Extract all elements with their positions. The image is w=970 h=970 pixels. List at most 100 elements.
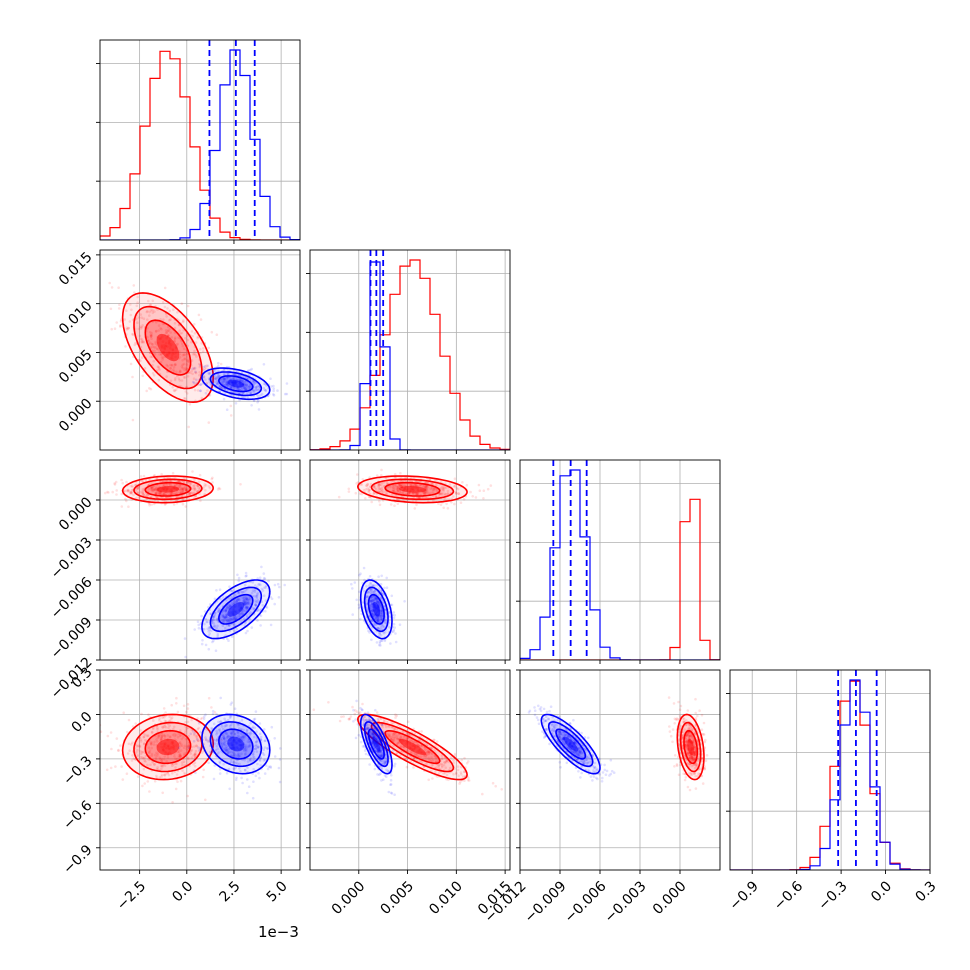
sample-point: [130, 743, 133, 746]
sample-point: [398, 490, 402, 494]
sample-point: [237, 388, 241, 391]
sample-point: [359, 740, 363, 744]
sample-point: [227, 624, 231, 627]
sample-point: [231, 729, 235, 733]
sample-point: [372, 733, 376, 736]
sample-point: [208, 628, 211, 632]
sample-point: [211, 476, 214, 480]
sample-point: [129, 313, 133, 317]
sample-point: [243, 583, 247, 587]
sample-point: [255, 740, 258, 744]
sample-point: [392, 744, 395, 748]
sample-point: [382, 625, 386, 629]
sample-point: [195, 734, 199, 738]
sample-point: [150, 333, 153, 337]
sample-point: [674, 718, 678, 721]
sample-point: [199, 318, 203, 321]
sample-point: [155, 496, 158, 499]
sample-point: [264, 388, 267, 392]
sample-point: [128, 749, 131, 752]
sample-point: [139, 490, 143, 494]
sample-point: [193, 753, 197, 756]
sample-point: [160, 327, 163, 331]
sample-point: [222, 743, 226, 746]
sample-point: [181, 366, 184, 370]
sample-point: [222, 397, 226, 401]
sample-point: [117, 307, 121, 310]
sample-point: [185, 497, 188, 501]
sample-point: [393, 472, 397, 476]
sample-point: [153, 740, 156, 744]
sample-point: [257, 399, 260, 402]
sample-point: [379, 613, 383, 617]
sample-point: [150, 334, 153, 338]
sample-point: [210, 629, 213, 633]
sample-point: [141, 750, 145, 754]
sample-point: [192, 754, 195, 757]
sample-point: [385, 492, 389, 496]
sample-point: [273, 755, 277, 758]
sample-point: [376, 619, 379, 622]
sample-point: [190, 340, 193, 344]
sample-point: [170, 716, 174, 719]
sample-point: [386, 724, 390, 728]
sample-point: [409, 750, 413, 754]
sample-point: [173, 378, 177, 382]
sample-point: [191, 730, 195, 733]
sample-point: [383, 732, 387, 735]
sample-point: [361, 601, 365, 604]
sample-point: [136, 321, 139, 325]
sample-point: [489, 484, 493, 487]
sample-point: [181, 763, 184, 767]
sample-point: [401, 484, 404, 487]
sample-point: [388, 611, 391, 614]
sample-point: [377, 593, 381, 596]
sample-point: [168, 719, 171, 722]
sample-point: [209, 612, 212, 615]
sample-point: [230, 386, 234, 389]
sample-point: [154, 491, 158, 495]
sample-point: [337, 495, 341, 499]
sample-point: [207, 761, 210, 765]
sample-point: [222, 747, 226, 751]
sample-point: [258, 776, 261, 780]
sample-point: [245, 391, 249, 395]
sample-point: [245, 383, 249, 386]
sample-point: [437, 502, 440, 505]
sample-point: [183, 353, 186, 357]
sample-point: [185, 727, 188, 730]
sample-point: [235, 627, 238, 631]
sample-point: [212, 639, 215, 643]
sample-point: [262, 363, 266, 366]
sample-point: [692, 740, 696, 744]
sample-point: [694, 724, 698, 727]
sample-point: [133, 343, 137, 347]
sample-point: [371, 732, 375, 736]
sample-point: [392, 611, 396, 614]
sample-point: [188, 492, 191, 496]
sample-point: [355, 710, 359, 713]
sample-point: [184, 729, 188, 732]
sample-point: [482, 497, 485, 500]
sample-point: [443, 486, 446, 489]
sample-point: [230, 732, 233, 735]
sample-point: [218, 487, 222, 491]
sample-point: [378, 632, 382, 635]
sample-point: [199, 389, 202, 393]
sample-point: [252, 753, 255, 756]
sample-point: [256, 577, 260, 580]
sample-point: [186, 756, 190, 760]
sample-point: [185, 489, 188, 492]
sample-point: [139, 740, 143, 743]
sample-point: [689, 755, 692, 758]
sample-point: [243, 603, 247, 607]
sample-point: [693, 750, 697, 753]
sample-point: [380, 609, 383, 612]
sample-point: [204, 643, 208, 647]
sample-point: [202, 347, 205, 350]
sample-point: [396, 734, 399, 738]
sample-point: [155, 486, 158, 490]
sample-point: [150, 754, 154, 758]
sample-point: [327, 701, 330, 704]
